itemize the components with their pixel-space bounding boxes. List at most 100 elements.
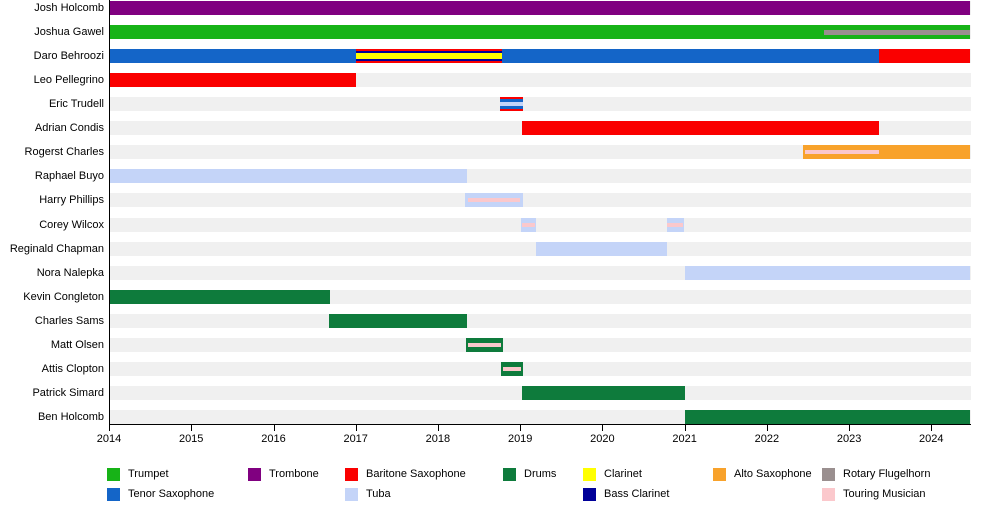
bar-segment-baritone_saxophone: [521, 121, 880, 135]
overlay-stripe-touring_musician: [521, 223, 535, 227]
bar-segment-tenor_saxophone: [499, 98, 523, 102]
timeline-bar: [521, 121, 880, 135]
x-axis-line: [109, 424, 971, 425]
member-label: Matt Olsen: [50, 339, 104, 351]
row-track: [110, 193, 971, 207]
axis-tick-label: 2019: [507, 433, 533, 445]
member-label: Ben Holcomb: [37, 411, 104, 423]
bar-segment-tuba: [535, 242, 667, 256]
legend-swatch-baritone_saxophone: [345, 467, 358, 481]
legend-swatch-tuba: [345, 487, 358, 501]
timeline-bar: [109, 73, 356, 87]
row-track: [110, 338, 971, 352]
legend-label: Clarinet: [604, 468, 642, 480]
legend-label: Drums: [524, 468, 557, 480]
legend-item-baritone_saxophone: Baritone Saxophone: [345, 467, 503, 481]
bar-segment-baritone_saxophone: [109, 73, 356, 87]
member-label: Harry Phillips: [39, 194, 104, 206]
legend-swatch-clarinet: [583, 467, 596, 481]
legend-label: Touring Musician: [843, 488, 926, 500]
bar-segment-tuba: [109, 169, 467, 183]
bar-segment-baritone_saxophone: [355, 61, 503, 63]
bar-segment-baritone_saxophone: [499, 109, 523, 111]
bar-segment-tenor_saxophone: [499, 106, 523, 110]
row-track: [110, 218, 971, 232]
axis-tick-label: 2014: [96, 433, 122, 445]
legend-swatch-trombone: [248, 467, 261, 481]
legend-item-bass_clarinet: Bass Clarinet: [583, 487, 713, 501]
timeline-bar: [109, 169, 467, 183]
legend-item-trumpet: Trumpet: [107, 467, 248, 481]
legend-swatch-rotary_flugelhorn: [822, 467, 835, 481]
member-label: Nora Nalepka: [36, 267, 104, 279]
timeline-bar: [684, 410, 970, 424]
axis-tick: [355, 425, 357, 431]
legend-label: Rotary Flugelhorn: [843, 468, 931, 480]
bar-segment-trombone: [109, 1, 970, 15]
bar-segment-bass_clarinet: [355, 58, 503, 62]
timeline-bar: [684, 266, 970, 280]
legend-label: Alto Saxophone: [734, 468, 812, 480]
axis-tick: [437, 425, 439, 431]
member-label: Raphael Buyo: [34, 170, 104, 182]
bar-segment-baritone_saxophone: [499, 97, 523, 99]
axis-tick-label: 2022: [754, 433, 780, 445]
bar-segment-baritone_saxophone: [355, 49, 503, 51]
axis-tick-label: 2016: [261, 433, 286, 445]
bar-segment-drums: [684, 410, 970, 424]
axis-tick-label: 2017: [343, 433, 368, 445]
member-label: Patrick Simard: [32, 387, 104, 399]
row-track: [110, 145, 971, 159]
overlay-stripe-rotary_flugelhorn: [824, 29, 970, 35]
axis-tick: [520, 425, 522, 431]
bar-segment-tuba: [499, 101, 523, 107]
member-label: Charles Sams: [34, 315, 104, 327]
legend-item-rotary_flugelhorn: Rotary Flugelhorn: [822, 467, 962, 481]
member-label: Reginald Chapman: [9, 243, 104, 255]
bar-segment-drums: [521, 386, 685, 400]
legend-item-tuba: Tuba: [345, 487, 503, 501]
overlay-stripe-touring_musician: [467, 198, 521, 202]
timeline-bar: [499, 97, 523, 111]
bar-segment-drums: [329, 314, 467, 328]
legend-swatch-trumpet: [107, 467, 120, 481]
axis-tick: [602, 425, 604, 431]
legend-label: Bass Clarinet: [604, 488, 670, 500]
legend-label: Baritone Saxophone: [366, 468, 466, 480]
axis-tick-label: 2023: [836, 433, 862, 445]
member-label: Joshua Gawel: [34, 26, 104, 38]
timeline-bar: [535, 242, 667, 256]
axis-tick: [849, 425, 851, 431]
overlay-stripe-touring_musician: [804, 150, 880, 154]
axis-tick-label: 2015: [178, 433, 204, 445]
bar-segment-tuba: [684, 266, 970, 280]
row-track: [110, 97, 971, 111]
member-label: Josh Holcomb: [34, 2, 104, 14]
legend-item-tenor_saxophone: Tenor Saxophone: [107, 487, 248, 501]
legend-label: Trumpet: [128, 468, 169, 480]
row-track: [110, 362, 971, 376]
axis-tick: [766, 425, 768, 431]
overlay-stripe-touring_musician: [502, 367, 521, 371]
member-label: Eric Trudell: [48, 98, 104, 110]
axis-tick: [191, 425, 193, 431]
legend-item-drums: Drums: [503, 467, 583, 481]
axis-tick-label: 2018: [425, 433, 451, 445]
timeline-bar: [878, 49, 970, 63]
bar-segment-trumpet: [109, 25, 970, 39]
legend-item-trombone: Trombone: [248, 467, 345, 481]
legend-swatch-tenor_saxophone: [107, 487, 120, 501]
axis-tick-label: 2020: [590, 433, 615, 445]
overlay-stripe-touring_musician: [667, 223, 683, 227]
legend-label: Tenor Saxophone: [128, 488, 215, 500]
legend-label: Tuba: [366, 488, 391, 500]
bar-segment-baritone_saxophone: [878, 49, 970, 63]
y-axis-line: [109, 0, 110, 425]
member-label: Adrian Condis: [34, 122, 104, 134]
axis-tick: [109, 425, 110, 431]
axis-tick: [273, 425, 275, 431]
timeline-bar: [803, 145, 970, 159]
legend-swatch-drums: [503, 467, 516, 481]
legend-swatch-alto_saxophone: [713, 467, 726, 481]
